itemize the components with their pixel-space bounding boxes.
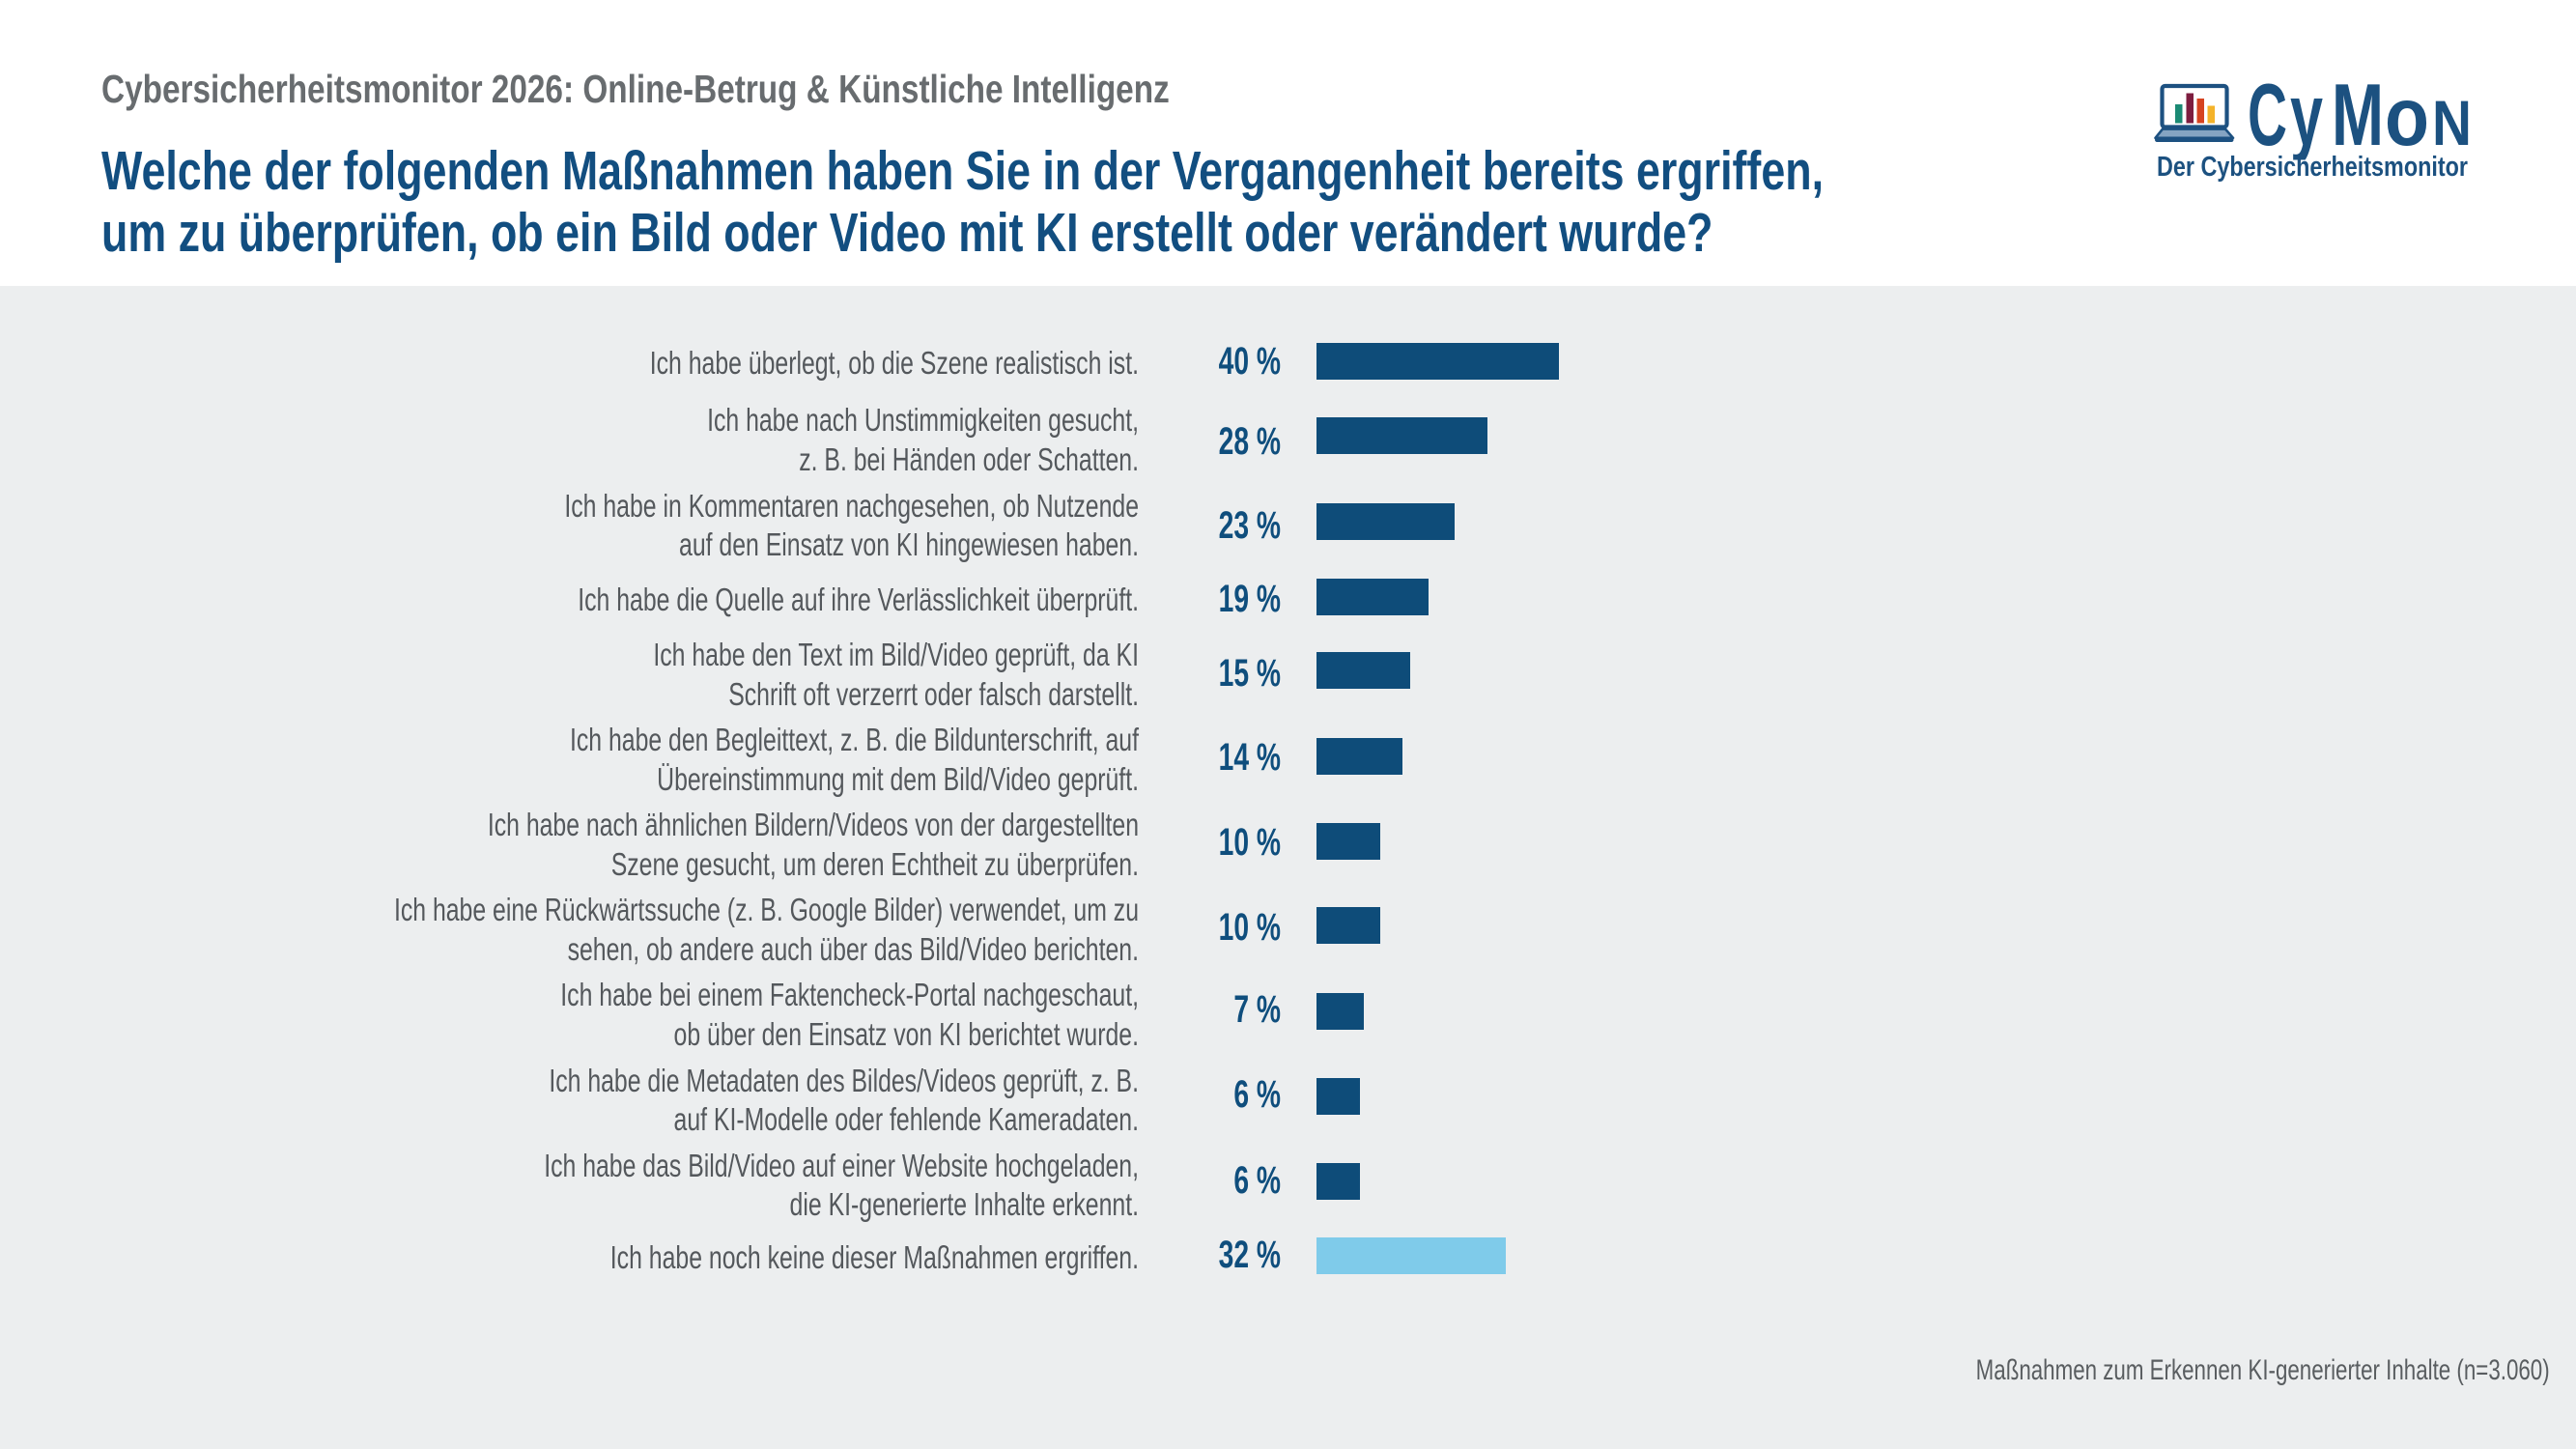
svg-text:M: M bbox=[2332, 68, 2384, 164]
svg-text:C: C bbox=[2248, 68, 2287, 164]
svg-text:N: N bbox=[2432, 87, 2472, 158]
svg-text:Der Cybersicherheitsmonitor: Der Cybersicherheitsmonitor bbox=[2157, 152, 2468, 183]
svg-text:o: o bbox=[2385, 71, 2429, 163]
svg-text:y: y bbox=[2290, 68, 2323, 164]
